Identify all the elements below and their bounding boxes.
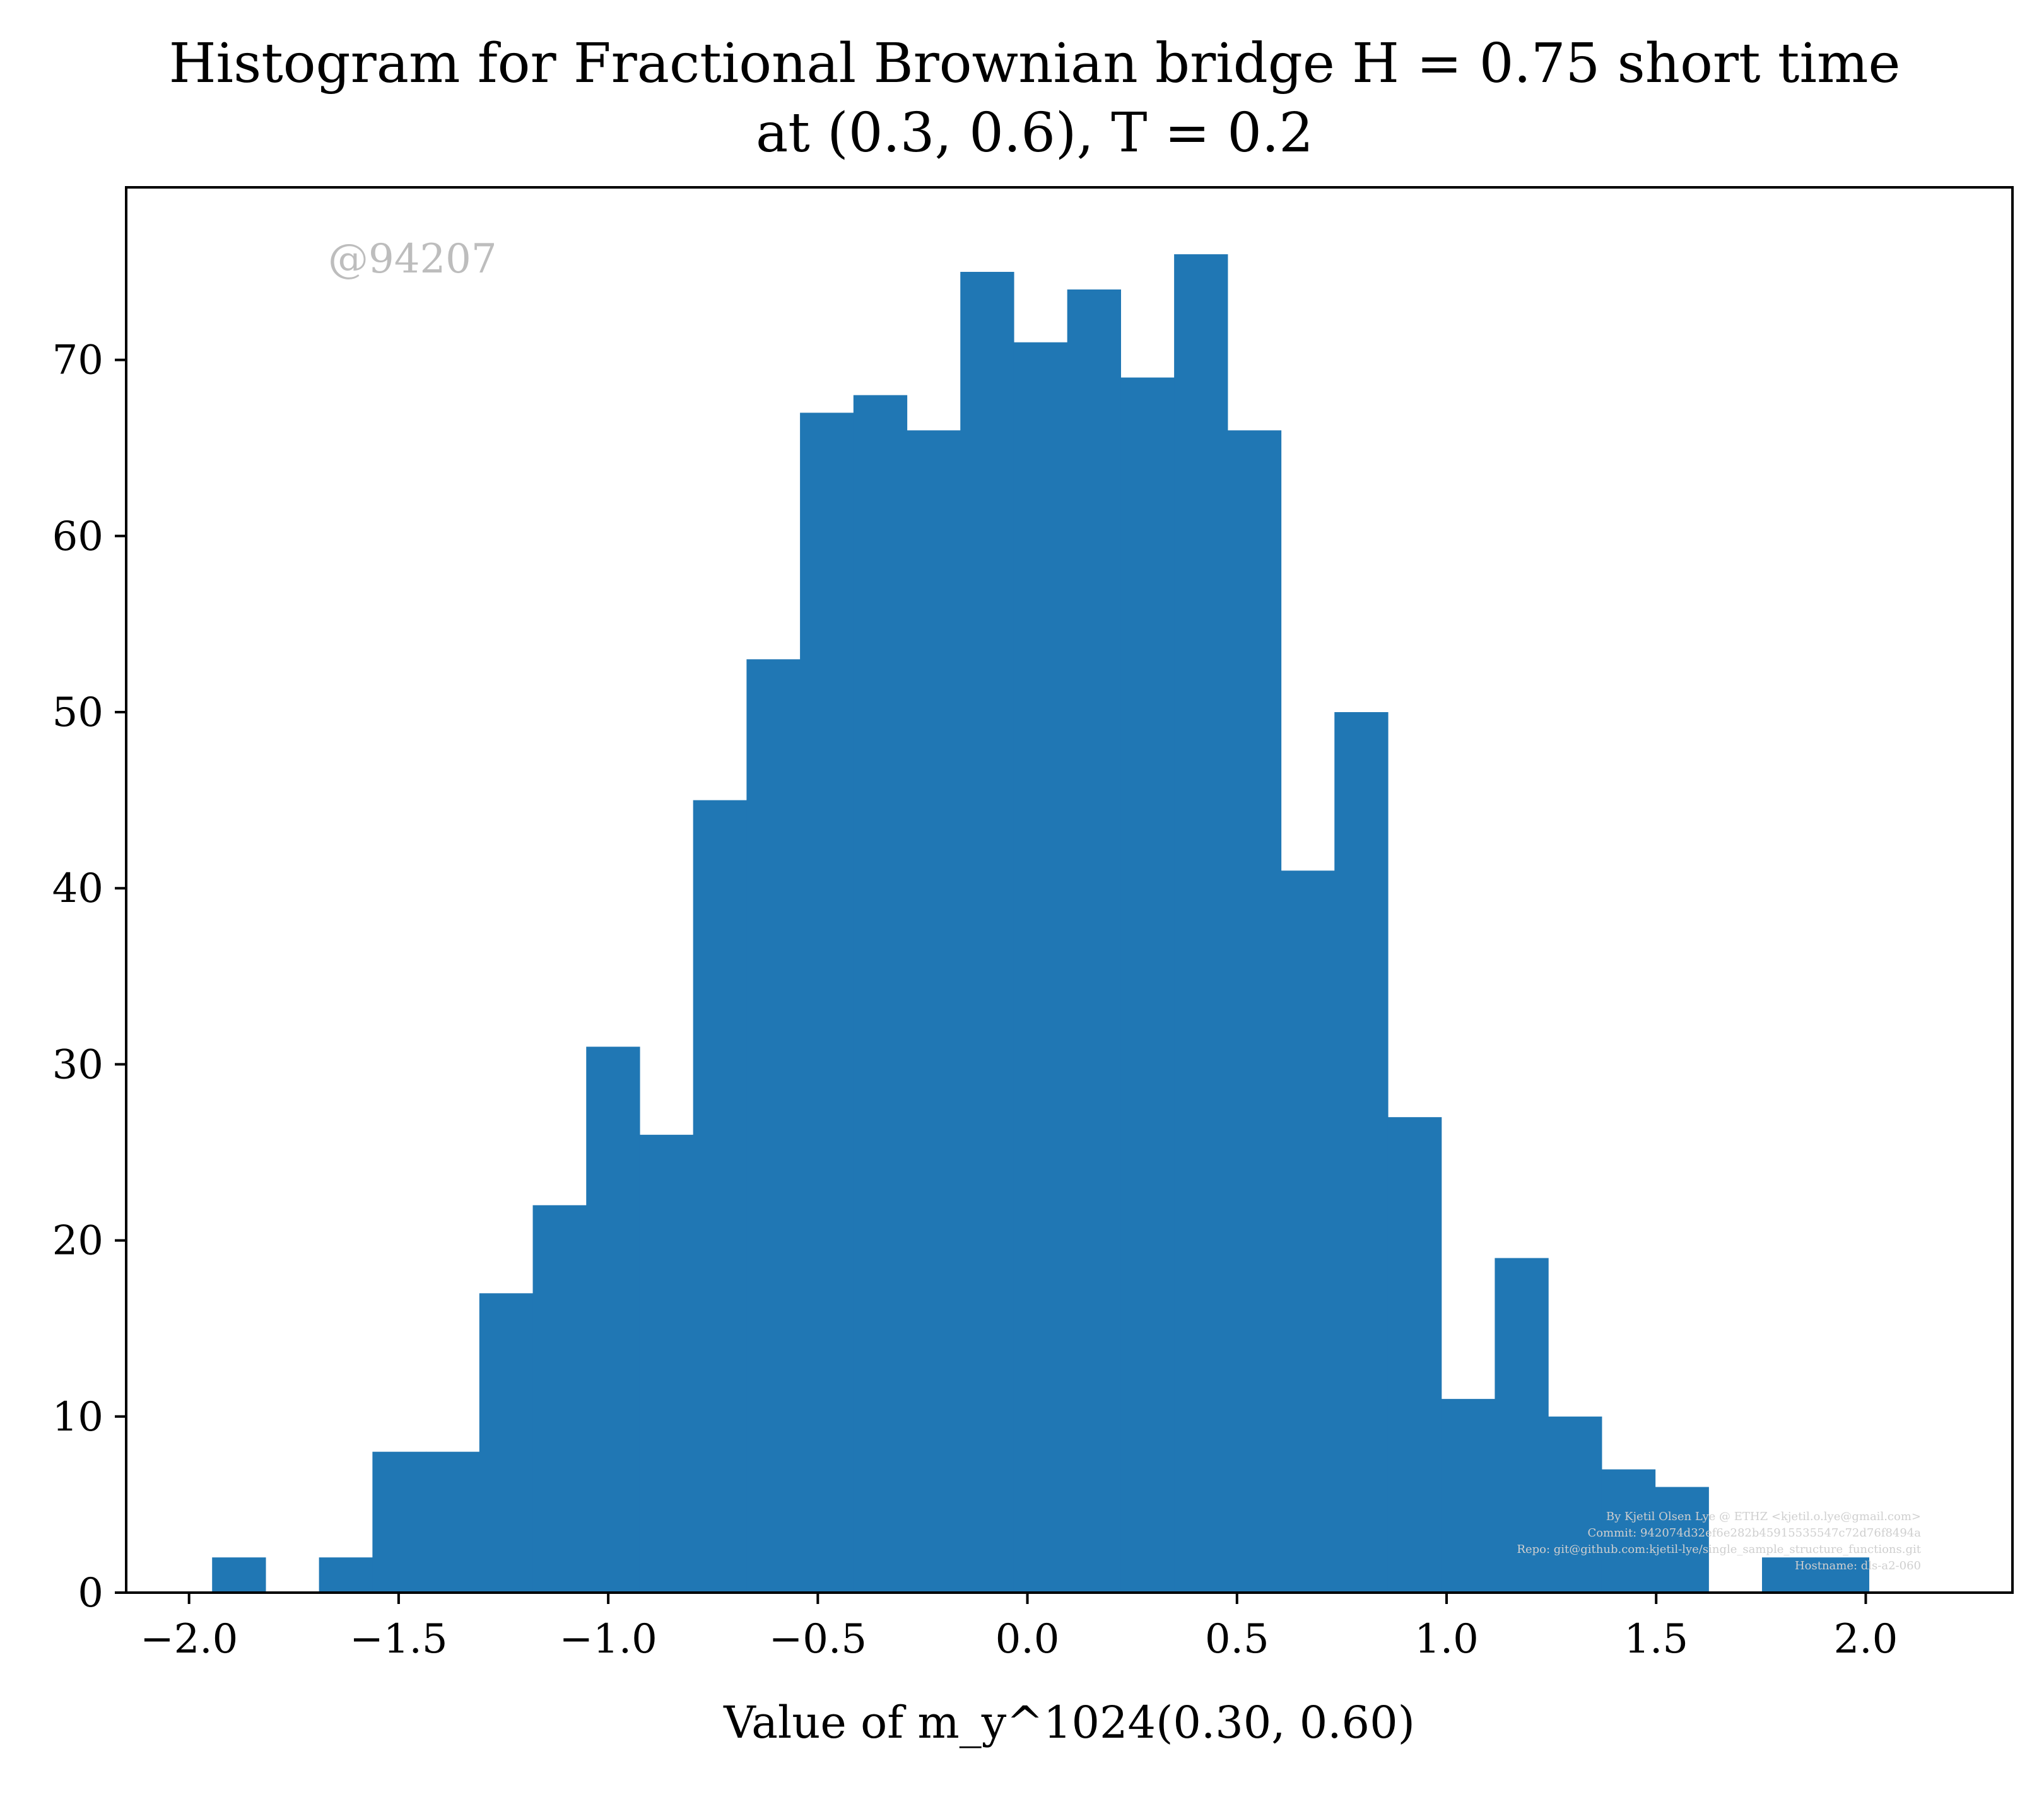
credits-line: Repo: git@github.com:kjetil-lye/single_s… (1517, 1543, 1921, 1556)
x-tick-label: 0.5 (1205, 1616, 1269, 1663)
histogram-bar (586, 1046, 640, 1593)
histogram-bar (372, 1451, 426, 1593)
histogram-bar (212, 1557, 266, 1593)
x-tick-label: −0.5 (769, 1616, 867, 1663)
histogram-bar (1601, 1469, 1656, 1593)
y-tick-label: 40 (52, 865, 103, 912)
histogram-bar (1495, 1258, 1549, 1593)
chart-title-line1: Histogram for Fractional Brownian bridge… (169, 32, 1901, 95)
x-axis-label: Value of m_y^1024(0.30, 0.60) (723, 1697, 1415, 1748)
histogram-bar (639, 1135, 694, 1593)
x-axis-ticks: −2.0 −1.5 −1.0 −0.5 0.0 0.5 1.0 1.5 2.0 (140, 1593, 1898, 1663)
histogram-bar (1227, 430, 1282, 1593)
y-tick-label: 60 (52, 513, 103, 560)
histogram-bar (1387, 1117, 1442, 1593)
histogram-bar (853, 395, 908, 1593)
histogram-bar (1548, 1416, 1602, 1593)
x-tick-label: −1.0 (559, 1616, 657, 1663)
histogram-bars (212, 254, 1870, 1593)
histogram-bar (907, 430, 961, 1593)
credits-line: Hostname: dls-a2-060 (1795, 1559, 1921, 1572)
histogram-bar (693, 800, 747, 1593)
histogram-bar (1120, 377, 1175, 1593)
histogram-bar (1013, 342, 1068, 1593)
credits-line: By Kjetil Olsen Lye @ ETHZ <kjetil.o.lye… (1606, 1510, 1921, 1523)
chart-title-line2: at (0.3, 0.6), T = 0.2 (756, 102, 1313, 165)
x-tick-label: 1.0 (1414, 1616, 1479, 1663)
histogram-bar (1761, 1557, 1816, 1593)
credits-line: Commit: 942074d32ef6e282b45915535547c72d… (1587, 1526, 1921, 1540)
histogram-bar (960, 272, 1014, 1593)
watermark-label: @94207 (328, 236, 497, 283)
x-tick-label: −2.0 (140, 1616, 238, 1663)
y-tick-label: 30 (52, 1041, 103, 1088)
histogram-bar (319, 1557, 373, 1593)
y-tick-label: 70 (52, 337, 103, 384)
histogram-bar (1655, 1487, 1709, 1593)
histogram-bar (1815, 1557, 1870, 1593)
y-tick-label: 50 (52, 689, 103, 736)
y-tick-label: 20 (52, 1218, 103, 1265)
x-tick-label: −1.5 (349, 1616, 447, 1663)
histogram-bar (1334, 712, 1389, 1593)
histogram-bar (800, 413, 854, 1593)
x-tick-label: 1.5 (1624, 1616, 1688, 1663)
x-tick-label: 2.0 (1834, 1616, 1898, 1663)
histogram-bar (746, 659, 801, 1593)
histogram-bar (479, 1293, 534, 1593)
histogram-bar (1281, 870, 1335, 1593)
credits-text: By Kjetil Olsen Lye @ ETHZ <kjetil.o.lye… (1517, 1510, 1921, 1572)
histogram-bar (1067, 289, 1121, 1593)
x-tick-label: 0.0 (996, 1616, 1060, 1663)
histogram-bar (532, 1205, 587, 1593)
y-axis-ticks: 0 10 20 30 40 50 60 70 (52, 337, 126, 1617)
histogram-bar (1441, 1398, 1496, 1593)
histogram-bar (426, 1451, 480, 1593)
histogram-bar (1174, 254, 1228, 1593)
y-tick-label: 0 (78, 1570, 103, 1617)
plot-frame (125, 186, 2014, 1594)
y-tick-label: 10 (52, 1394, 103, 1441)
